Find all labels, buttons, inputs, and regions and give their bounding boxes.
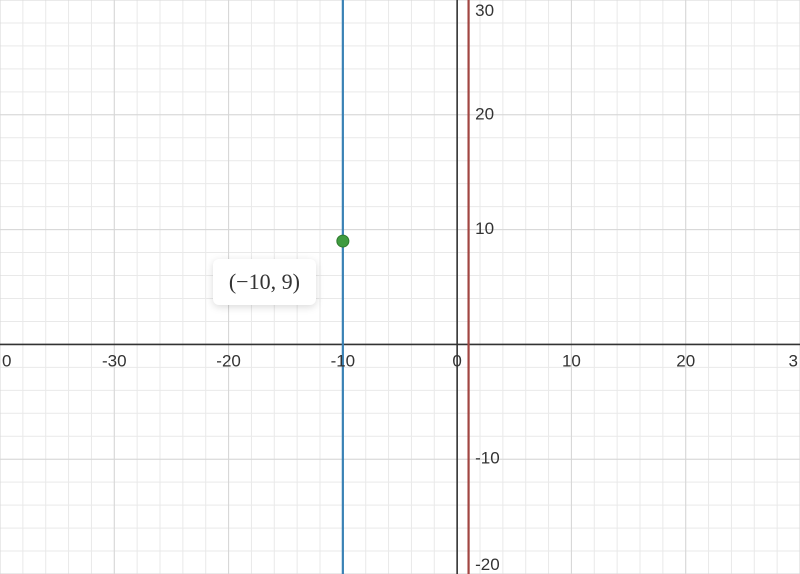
y-tick-label: 20 (475, 104, 494, 123)
x-tick-label: 0 (452, 351, 461, 370)
x-tick-label: -30 (102, 351, 127, 370)
x-tick-label: 20 (676, 351, 695, 370)
point-tooltip: (−10, 9) (213, 259, 316, 305)
x-tick-label: 0 (2, 351, 11, 370)
x-tick-label: -20 (216, 351, 241, 370)
y-tick-label: -10 (475, 449, 500, 468)
chart-background (0, 0, 800, 574)
y-tick-label: 10 (475, 219, 494, 238)
y-tick-label: 30 (475, 1, 494, 20)
x-tick-label: 3 (789, 351, 798, 370)
x-tick-label: 10 (562, 351, 581, 370)
chart-container: 0 -30 -20 -10 0 10 20 3 30 20 10 -10 -20 (−10, 9) (0, 0, 800, 574)
y-tick-label: -20 (475, 555, 500, 574)
plotted-point (337, 235, 349, 247)
x-tick-label: -10 (331, 351, 356, 370)
cartesian-chart: 0 -30 -20 -10 0 10 20 3 30 20 10 -10 -20 (0, 0, 800, 574)
tooltip-text: (−10, 9) (229, 269, 300, 294)
